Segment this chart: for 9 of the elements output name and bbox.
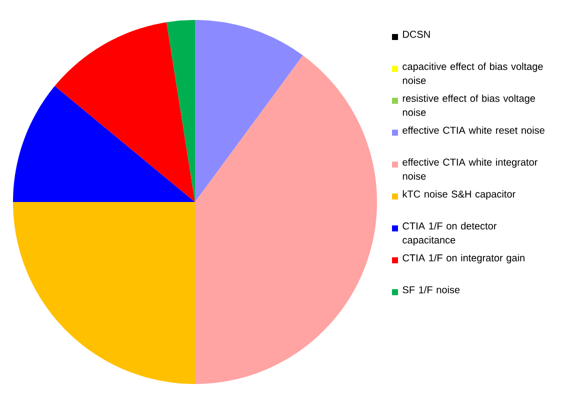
legend-label: CTIA 1/F on integrator gain bbox=[402, 254, 524, 264]
legend-label: capacitive effect of bias voltage noise bbox=[402, 62, 543, 84]
legend-label: effective CTIA white integrator noise bbox=[402, 158, 538, 180]
legend-label: DCSN bbox=[403, 30, 430, 38]
legend-label: SF 1/F noise bbox=[402, 286, 460, 294]
legend-label: CTIA 1/F on detector capacitance bbox=[402, 222, 497, 246]
legend-label: kTC noise S&H capacitor bbox=[402, 190, 516, 200]
legend-label: effective CTIA white reset noise bbox=[402, 126, 544, 134]
legend-label: resistive effect of bias voltage noise bbox=[402, 94, 536, 116]
